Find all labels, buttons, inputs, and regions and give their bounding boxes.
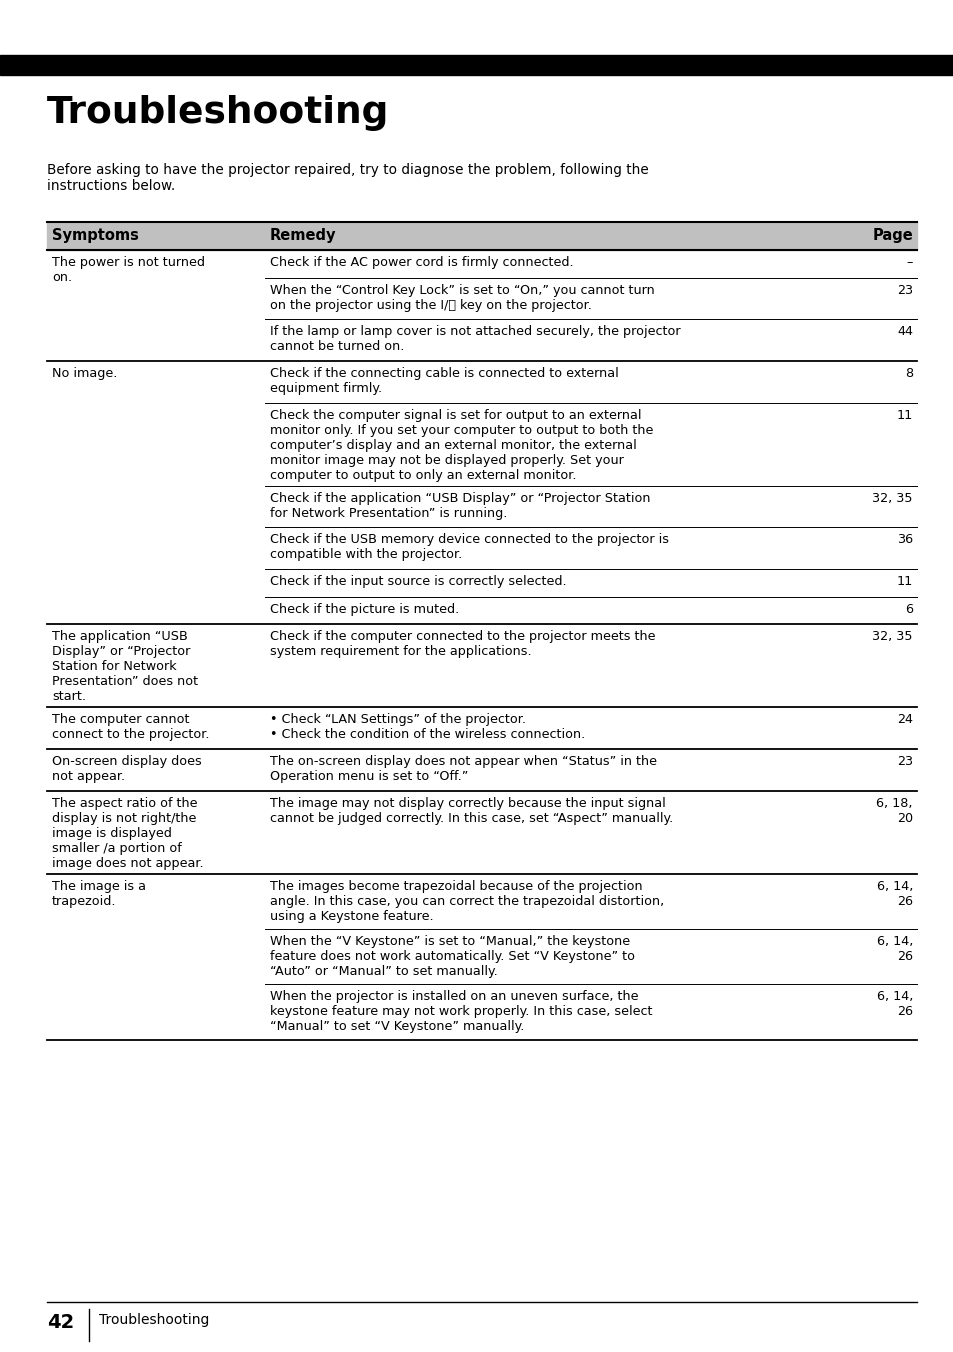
Bar bbox=[0, 55, 953, 74]
Text: On-screen display does
not appear.: On-screen display does not appear. bbox=[52, 754, 201, 783]
Bar bbox=[47, 222, 916, 250]
Text: The power is not turned
on.: The power is not turned on. bbox=[52, 256, 205, 284]
Text: Symptoms: Symptoms bbox=[52, 228, 139, 243]
Text: Page: Page bbox=[871, 228, 912, 243]
Text: When the “Control Key Lock” is set to “On,” you cannot turn
on the projector usi: When the “Control Key Lock” is set to “O… bbox=[270, 284, 654, 312]
Text: The application “USB
Display” or “Projector
Station for Network
Presentation” do: The application “USB Display” or “Projec… bbox=[52, 630, 198, 703]
Text: 23: 23 bbox=[896, 754, 912, 768]
Text: The on-screen display does not appear when “Status” in the
Operation menu is set: The on-screen display does not appear wh… bbox=[270, 754, 657, 783]
Text: Check if the application “USB Display” or “Projector Station
for Network Present: Check if the application “USB Display” o… bbox=[270, 492, 650, 519]
Text: If the lamp or lamp cover is not attached securely, the projector
cannot be turn: If the lamp or lamp cover is not attache… bbox=[270, 326, 679, 353]
Text: 36: 36 bbox=[896, 533, 912, 546]
Text: 6, 14,
26: 6, 14, 26 bbox=[876, 936, 912, 963]
Text: Check if the computer connected to the projector meets the
system requirement fo: Check if the computer connected to the p… bbox=[270, 630, 655, 658]
Text: 8: 8 bbox=[904, 366, 912, 380]
Text: –: – bbox=[905, 256, 912, 269]
Text: 11: 11 bbox=[896, 408, 912, 422]
Text: 6, 14,
26: 6, 14, 26 bbox=[876, 880, 912, 907]
Text: 32, 35: 32, 35 bbox=[872, 492, 912, 504]
Text: 32, 35: 32, 35 bbox=[872, 630, 912, 644]
Text: 42: 42 bbox=[47, 1313, 74, 1332]
Text: 6, 14,
26: 6, 14, 26 bbox=[876, 991, 912, 1018]
Text: Remedy: Remedy bbox=[270, 228, 336, 243]
Text: 11: 11 bbox=[896, 575, 912, 588]
Text: Check if the picture is muted.: Check if the picture is muted. bbox=[270, 603, 458, 615]
Text: Check if the input source is correctly selected.: Check if the input source is correctly s… bbox=[270, 575, 566, 588]
Text: 23: 23 bbox=[896, 284, 912, 297]
Text: No image.: No image. bbox=[52, 366, 117, 380]
Text: 6: 6 bbox=[904, 603, 912, 615]
Text: When the projector is installed on an uneven surface, the
keystone feature may n: When the projector is installed on an un… bbox=[270, 991, 652, 1033]
Text: 24: 24 bbox=[896, 714, 912, 726]
Text: Check if the connecting cable is connected to external
equipment firmly.: Check if the connecting cable is connect… bbox=[270, 366, 618, 395]
Text: Check if the AC power cord is firmly connected.: Check if the AC power cord is firmly con… bbox=[270, 256, 573, 269]
Text: Troubleshooting: Troubleshooting bbox=[99, 1313, 209, 1328]
Text: • Check “LAN Settings” of the projector.
• Check the condition of the wireless c: • Check “LAN Settings” of the projector.… bbox=[270, 714, 584, 741]
Text: The images become trapezoidal because of the projection
angle. In this case, you: The images become trapezoidal because of… bbox=[270, 880, 663, 922]
Text: The image may not display correctly because the input signal
cannot be judged co: The image may not display correctly beca… bbox=[270, 796, 673, 825]
Text: Check the computer signal is set for output to an external
monitor only. If you : Check the computer signal is set for out… bbox=[270, 408, 653, 481]
Text: The computer cannot
connect to the projector.: The computer cannot connect to the proje… bbox=[52, 714, 210, 741]
Text: The image is a
trapezoid.: The image is a trapezoid. bbox=[52, 880, 146, 907]
Text: When the “V Keystone” is set to “Manual,” the keystone
feature does not work aut: When the “V Keystone” is set to “Manual,… bbox=[270, 936, 635, 977]
Text: The aspect ratio of the
display is not right/the
image is displayed
smaller /a p: The aspect ratio of the display is not r… bbox=[52, 796, 203, 869]
Text: Check if the USB memory device connected to the projector is
compatible with the: Check if the USB memory device connected… bbox=[270, 533, 668, 561]
Text: Before asking to have the projector repaired, try to diagnose the problem, follo: Before asking to have the projector repa… bbox=[47, 164, 648, 193]
Text: 44: 44 bbox=[896, 326, 912, 338]
Text: Troubleshooting: Troubleshooting bbox=[47, 95, 389, 131]
Text: 6, 18,
20: 6, 18, 20 bbox=[876, 796, 912, 825]
